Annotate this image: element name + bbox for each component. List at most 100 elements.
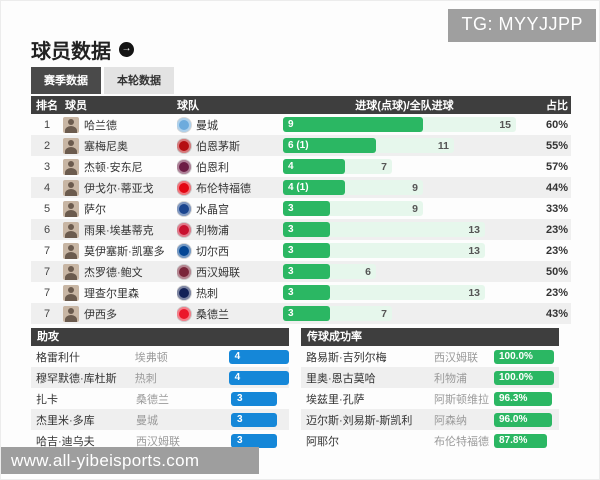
avatar-body bbox=[65, 272, 77, 280]
assist-row: 杰里米·多库 曼城 3 bbox=[31, 409, 289, 430]
arrow-circle-icon[interactable]: → bbox=[119, 41, 134, 57]
player-cell: 伊西多 bbox=[63, 305, 177, 322]
rank-value: 7 bbox=[43, 265, 51, 278]
table-row: 1 哈兰德 曼城 15 9 60% bbox=[31, 114, 571, 135]
pass-rate-row: 路易斯·吉列尔梅 西汉姆联 100.0% bbox=[301, 346, 559, 367]
team-badge-icon bbox=[177, 264, 191, 279]
table-row: 3 杰顿·安东尼 伯恩利 7 4 57% bbox=[31, 156, 571, 177]
player-avatar bbox=[63, 305, 79, 322]
tab-round-data[interactable]: 本轮数据 bbox=[104, 67, 174, 94]
avatar-body bbox=[65, 188, 77, 196]
assist-row: 穆罕默德·库杜斯 热刺 4 bbox=[31, 367, 289, 388]
pass-rate-row: 里奥·恩古莫哈 利物浦 100.0% bbox=[301, 367, 559, 388]
assists-panel: 助攻 格雷利什 埃弗顿 4 穆罕默德·库杜斯 热刺 4 扎卡 桑德兰 3 杰里米·多库 曼城 3 哈吉·… bbox=[31, 328, 289, 451]
team-name: 布伦特福德 bbox=[196, 182, 251, 195]
team-name: 水晶宫 bbox=[196, 203, 229, 216]
team-cell: 曼城 bbox=[177, 117, 283, 133]
team-name: 西汉姆联 bbox=[136, 435, 180, 448]
table-row: 7 伊西多 桑德兰 7 3 43% bbox=[31, 303, 571, 324]
player-avatar bbox=[63, 242, 79, 259]
main-content: 球员数据 → 赛季数据 本轮数据 排名 球员 球队 进球(点球)/全队进球 占比… bbox=[31, 37, 571, 451]
column-rank: 排名 bbox=[36, 100, 58, 112]
player-cell: 哈兰德 bbox=[63, 116, 177, 133]
rank-value: 7 bbox=[43, 244, 51, 257]
rank-value: 1 bbox=[43, 118, 51, 131]
assists-panel-body: 格雷利什 埃弗顿 4 穆罕默德·库杜斯 热刺 4 扎卡 桑德兰 3 杰里米·多库 曼城 3 哈吉·迪乌夫… bbox=[31, 346, 289, 451]
pass-rate-pill: 87.8% bbox=[494, 433, 547, 448]
share-value: 60% bbox=[545, 118, 568, 131]
player-name: 莫伊塞斯·凯塞多 bbox=[84, 245, 165, 258]
assists-bar: 4 bbox=[228, 349, 289, 364]
player-cell: 杰顿·安东尼 bbox=[63, 158, 177, 175]
team-badge-icon bbox=[177, 180, 191, 195]
player-avatar bbox=[63, 221, 79, 238]
tab-season-data[interactable]: 赛季数据 bbox=[31, 67, 101, 94]
column-goals: 进球(点球)/全队进球 bbox=[355, 100, 454, 112]
team-name: 伯恩茅斯 bbox=[196, 140, 240, 153]
bottom-panels: 助攻 格雷利什 埃弗顿 4 穆罕默德·库杜斯 热刺 4 扎卡 桑德兰 3 杰里米·多库 曼城 3 哈吉·… bbox=[31, 328, 571, 451]
pass-rate-pill: 100.0% bbox=[494, 370, 554, 385]
team-badge-icon bbox=[177, 285, 191, 300]
team-name: 桑德兰 bbox=[196, 308, 229, 321]
avatar-body bbox=[65, 146, 77, 154]
player-goals-bar: 4 (1) bbox=[283, 180, 345, 195]
table-row: 5 萨尔 水晶宫 9 3 33% bbox=[31, 198, 571, 219]
pass-rate-panel-body: 路易斯·吉列尔梅 西汉姆联 100.0% 里奥·恩古莫哈 利物浦 100.0% 埃兹里·孔萨… bbox=[301, 346, 559, 451]
player-name: 哈吉·迪乌夫 bbox=[36, 435, 95, 448]
player-name: 伊西多 bbox=[84, 308, 117, 321]
title-row: 球员数据 → bbox=[31, 37, 571, 63]
team-badge-icon bbox=[177, 306, 191, 321]
team-cell: 伯恩利 bbox=[177, 159, 283, 175]
player-cell: 萨尔 bbox=[63, 200, 177, 217]
player-name: 里奥·恩古莫哈 bbox=[306, 372, 376, 385]
column-share: 占比 bbox=[546, 100, 568, 112]
team-goals-value: 13 bbox=[468, 244, 480, 257]
player-avatar bbox=[63, 179, 79, 196]
team-name: 曼城 bbox=[136, 414, 158, 427]
goals-table-header: 排名 球员 球队 进球(点球)/全队进球 占比 bbox=[31, 96, 571, 114]
rank-value: 7 bbox=[43, 286, 51, 299]
telegram-badge: TG: MYYJJPP bbox=[448, 9, 596, 42]
goals-table-body: 1 哈兰德 曼城 15 9 60% 2 塞梅尼奥 伯恩茅斯 11 6 (1) 55% 3 杰顿·安东尼 伯恩… bbox=[31, 114, 571, 324]
player-name: 阿耶尔 bbox=[306, 435, 339, 448]
table-row: 6 雨果·埃基蒂克 利物浦 13 3 23% bbox=[31, 219, 571, 240]
rank-value: 3 bbox=[43, 160, 51, 173]
player-goals-bar: 3 bbox=[283, 201, 330, 216]
player-goals-bar: 3 bbox=[283, 243, 330, 258]
column-team: 球队 bbox=[177, 100, 199, 112]
share-value: 33% bbox=[545, 202, 568, 215]
watermark-url: www.all-yibeisports.com bbox=[1, 447, 259, 474]
rank-value: 2 bbox=[43, 139, 51, 152]
player-name: 埃兹里·孔萨 bbox=[306, 393, 365, 406]
pass-rate-pill: 96.3% bbox=[494, 391, 552, 406]
team-goals-value: 9 bbox=[412, 181, 418, 194]
pass-rate-pill: 100.0% bbox=[494, 349, 554, 364]
player-cell: 雨果·埃基蒂克 bbox=[63, 221, 177, 238]
player-goals-bar: 4 bbox=[283, 159, 345, 174]
player-avatar bbox=[63, 158, 79, 175]
team-badge-icon bbox=[177, 138, 191, 153]
table-row: 7 莫伊塞斯·凯塞多 切尔西 13 3 23% bbox=[31, 240, 571, 261]
avatar-body bbox=[65, 167, 77, 175]
player-name: 萨尔 bbox=[84, 203, 106, 216]
column-player: 球员 bbox=[65, 100, 87, 112]
player-cell: 杰罗德·鲍文 bbox=[63, 263, 177, 280]
assists-panel-title: 助攻 bbox=[31, 328, 289, 346]
team-goals-track: 13 bbox=[283, 285, 485, 300]
rank-value: 7 bbox=[43, 307, 51, 320]
share-value: 23% bbox=[545, 286, 568, 299]
rank-value: 6 bbox=[43, 223, 51, 236]
team-cell: 桑德兰 bbox=[177, 306, 283, 322]
rank-value: 5 bbox=[43, 202, 51, 215]
assists-bar: 3 bbox=[231, 412, 277, 427]
page-title: 球员数据 bbox=[31, 40, 111, 63]
tab-bar: 赛季数据 本轮数据 bbox=[31, 67, 571, 94]
share-value: 43% bbox=[545, 307, 568, 320]
team-name: 埃弗顿 bbox=[134, 351, 168, 364]
avatar-head bbox=[68, 307, 74, 314]
avatar-head bbox=[68, 139, 74, 146]
pass-rate-row: 埃兹里·孔萨 阿斯顿维拉 96.3% bbox=[301, 388, 559, 409]
